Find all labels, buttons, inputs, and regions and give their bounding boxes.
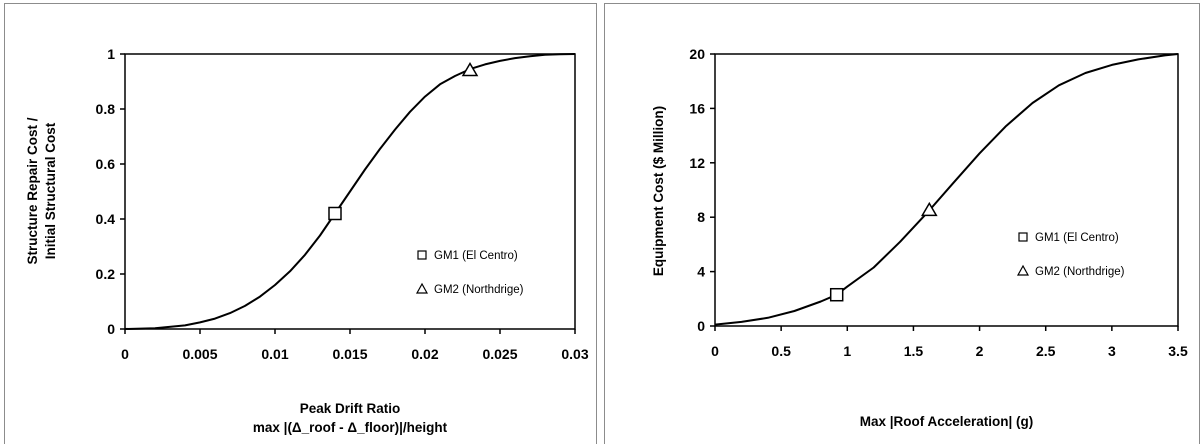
left-xtick-label: 0: [121, 346, 129, 362]
right-fragility-curve: [714, 53, 1179, 326]
right-xtick-label: 0: [711, 343, 719, 359]
left-ytick-label: 0.6: [96, 156, 116, 172]
right-ylabel: Equipment Cost ($ Million): [651, 106, 666, 276]
right-point-gm2: [920, 201, 938, 217]
right-xtick-label: 2: [976, 343, 984, 359]
left-point-gm1: [328, 206, 342, 221]
right-ytick-label: 4: [697, 264, 705, 280]
right-xtick-label: 1.5: [904, 343, 924, 359]
right-plot-frame: [714, 53, 1179, 327]
right-point-gm1: [829, 287, 844, 302]
drift-ratio-chart: 0 0.2 0.4 0.6 0.8 1 0 0.005 0.01 0.015 0.02 0.025 0.…: [25, 46, 589, 435]
right-xtick-label: 3: [1108, 343, 1116, 359]
left-xlabel-line2: max |(Δ_roof - Δ_floor)|/height: [253, 420, 448, 435]
right-ytick-label: 8: [697, 209, 705, 225]
left-legend-triangle-icon: [415, 282, 429, 294]
roof-acceleration-chart: 0 4 8 12 16 20 0 0.5 1 1.5 2 2.5 3 3.5 GM1 (El Centro)…: [651, 46, 1188, 429]
left-legend-label: GM2 (Northdrige): [434, 284, 524, 296]
left-xtick-label: 0.025: [482, 346, 517, 362]
left-ylabel-line2: Initial Structural Cost: [43, 122, 58, 259]
right-xtick-label: 0.5: [771, 343, 791, 359]
right-ytick-label: 16: [689, 100, 705, 116]
left-legend-square-icon: [417, 250, 427, 260]
right-legend-square-icon: [1018, 232, 1028, 242]
right-ytick-label: 0: [697, 318, 705, 334]
left-fragility-curve: [124, 53, 576, 330]
right-ytick-label: 12: [689, 155, 705, 171]
left-ytick-label: 0.2: [96, 266, 116, 282]
right-ytick-label: 20: [689, 46, 705, 62]
left-point-gm2: [461, 62, 479, 77]
right-legend-label: GM1 (El Centro): [1035, 232, 1119, 244]
left-xtick-label: 0.015: [332, 346, 367, 362]
right-legend-triangle-icon: [1016, 264, 1030, 276]
left-ytick-label: 0: [107, 321, 115, 337]
chart-panel-left: 0 0.2 0.4 0.6 0.8 1 0 0.005 0.01 0.015 0.02 0.025 0.…: [4, 3, 597, 444]
left-ylabel: Structure Repair Cost /: [25, 117, 40, 264]
left-ytick-label: 1: [107, 46, 115, 62]
left-xtick-label: 0.005: [182, 346, 217, 362]
left-ytick-label: 0.8: [96, 101, 116, 117]
left-xtick-label: 0.02: [411, 346, 438, 362]
right-xtick-label: 3.5: [1168, 343, 1188, 359]
left-xlabel: Peak Drift Ratio: [300, 401, 401, 416]
left-legend-label: GM1 (El Centro): [434, 250, 518, 262]
chart-panel-right: 0 4 8 12 16 20 0 0.5 1 1.5 2 2.5 3 3.5 GM1 (El Centro)…: [604, 3, 1200, 444]
left-xtick-label: 0.01: [261, 346, 288, 362]
right-xlabel: Max |Roof Acceleration| (g): [860, 414, 1034, 429]
left-ytick-label: 0.4: [96, 211, 116, 227]
right-xtick-label: 2.5: [1036, 343, 1056, 359]
left-xtick-label: 0.03: [561, 346, 588, 362]
right-xtick-label: 1: [843, 343, 851, 359]
right-legend-label: GM2 (Northdrige): [1035, 266, 1125, 278]
